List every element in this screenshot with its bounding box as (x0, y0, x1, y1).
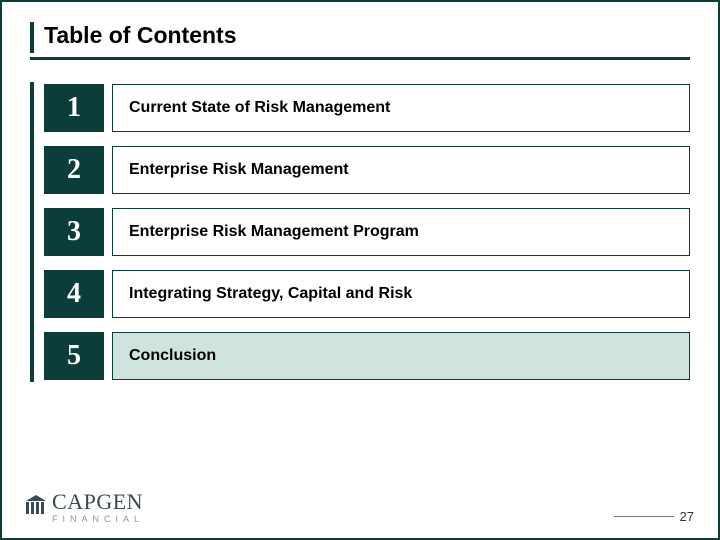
toc-label: Enterprise Risk Management (112, 146, 690, 194)
toc-label-current: Conclusion (112, 332, 690, 380)
toc-row: 1 Current State of Risk Management (44, 84, 690, 132)
title-wrap: Table of Contents (30, 22, 690, 53)
toc-row: 4 Integrating Strategy, Capital and Risk (44, 270, 690, 318)
toc-row: 2 Enterprise Risk Management (44, 146, 690, 194)
toc-row: 3 Enterprise Risk Management Program (44, 208, 690, 256)
logo: CAPGEN FINANCIAL (26, 491, 144, 524)
page-number: 27 (680, 509, 694, 524)
toc-label: Integrating Strategy, Capital and Risk (112, 270, 690, 318)
slide: Table of Contents 1 Current State of Ris… (2, 2, 718, 538)
toc-row: 5 Conclusion (44, 332, 690, 380)
page-title: Table of Contents (44, 22, 690, 49)
toc-number: 5 (44, 332, 104, 380)
toc-label: Current State of Risk Management (112, 84, 690, 132)
toc-list: 1 Current State of Risk Management 2 Ent… (30, 82, 690, 382)
page-number-line (614, 516, 674, 517)
toc-number: 1 (44, 84, 104, 132)
toc-label: Enterprise Risk Management Program (112, 208, 690, 256)
logo-main: CAPGEN (52, 491, 144, 513)
toc-number: 2 (44, 146, 104, 194)
logo-building-icon (26, 495, 46, 524)
logo-sub: FINANCIAL (52, 515, 144, 524)
logo-text: CAPGEN FINANCIAL (52, 491, 144, 524)
toc-number: 3 (44, 208, 104, 256)
page-number-wrap: 27 (614, 509, 694, 524)
title-underline (30, 57, 690, 60)
toc-number: 4 (44, 270, 104, 318)
footer: CAPGEN FINANCIAL 27 (26, 491, 694, 524)
